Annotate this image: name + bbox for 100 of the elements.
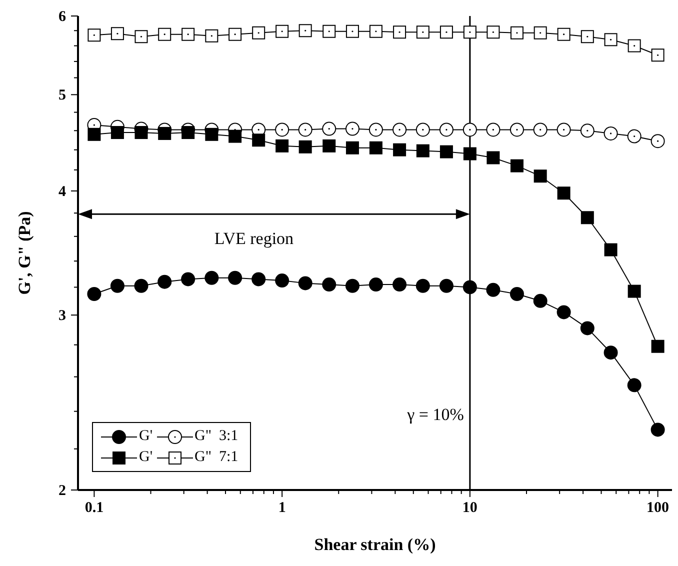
point <box>416 26 430 39</box>
point <box>462 122 477 137</box>
point <box>486 151 500 164</box>
point <box>110 278 124 293</box>
point <box>87 287 102 302</box>
point <box>298 122 312 137</box>
point <box>182 126 195 140</box>
point <box>439 122 454 137</box>
point <box>205 29 218 42</box>
point <box>346 141 359 154</box>
point <box>463 147 476 160</box>
point <box>557 186 570 200</box>
point <box>604 33 618 46</box>
point <box>276 24 289 38</box>
y-tick-label: 4 <box>58 184 66 200</box>
point <box>369 24 382 38</box>
point <box>534 26 547 40</box>
point <box>604 243 618 256</box>
point <box>510 287 524 302</box>
point <box>205 128 218 141</box>
point <box>252 26 266 40</box>
point <box>322 24 336 38</box>
point <box>110 27 124 40</box>
point <box>346 24 359 38</box>
x-tick-label: 0.1 <box>84 500 104 516</box>
point <box>393 143 406 156</box>
point <box>628 39 641 52</box>
point <box>628 284 641 298</box>
point <box>510 122 524 137</box>
point <box>345 122 360 136</box>
point <box>252 134 266 147</box>
point <box>580 124 594 138</box>
point <box>463 26 476 39</box>
point <box>322 278 336 292</box>
x-axis-title: Shear strain (%) <box>314 535 436 554</box>
point <box>110 126 124 140</box>
point <box>650 134 665 148</box>
point <box>580 30 594 44</box>
point <box>134 278 148 293</box>
point <box>580 321 594 336</box>
point <box>392 122 407 137</box>
point <box>627 378 642 392</box>
point <box>368 122 383 137</box>
legend-label: G' <box>139 449 153 466</box>
point <box>275 122 290 137</box>
legend-label: G" 7:1 <box>194 449 238 466</box>
point <box>651 340 664 353</box>
point <box>462 280 477 294</box>
point <box>275 274 290 288</box>
point <box>298 140 312 154</box>
point <box>556 122 571 137</box>
point <box>534 170 547 183</box>
point <box>533 122 548 137</box>
point <box>298 276 312 290</box>
point <box>134 30 148 44</box>
point <box>88 28 101 42</box>
point <box>416 278 430 293</box>
point <box>416 144 430 158</box>
legend-label: G' <box>139 428 153 445</box>
point <box>88 128 101 141</box>
point <box>510 26 524 40</box>
point <box>604 126 618 140</box>
legend-label: G" 3:1 <box>194 428 238 445</box>
point <box>322 139 336 152</box>
y-axis-title: G', G" (Pa) <box>15 211 34 295</box>
point <box>486 26 500 39</box>
point <box>182 28 195 41</box>
point <box>650 422 665 437</box>
point <box>533 294 548 308</box>
point <box>580 211 594 224</box>
point <box>322 122 336 136</box>
point <box>486 122 500 137</box>
point <box>416 122 430 137</box>
point <box>627 129 642 144</box>
x-tick-label: 100 <box>646 500 670 516</box>
x-tick-label: 10 <box>462 500 478 516</box>
point <box>158 126 172 140</box>
point <box>604 346 618 360</box>
point <box>228 28 242 41</box>
y-tick-label: 2 <box>58 483 66 499</box>
point <box>556 305 571 320</box>
point <box>252 272 266 286</box>
y-tick-label: 6 <box>58 9 66 25</box>
point <box>298 24 312 38</box>
ref-line-label: γ = 10% <box>406 405 464 424</box>
point <box>158 274 172 289</box>
point <box>368 278 383 292</box>
point <box>393 26 406 39</box>
point <box>510 159 524 172</box>
point <box>276 139 289 152</box>
point <box>651 48 664 62</box>
point <box>345 278 360 293</box>
point <box>228 130 242 143</box>
point <box>439 278 454 293</box>
point <box>392 278 407 292</box>
point <box>181 272 196 286</box>
point <box>440 145 453 158</box>
point <box>369 141 382 154</box>
annotation: LVE region <box>214 229 294 248</box>
y-tick-label: 3 <box>58 308 66 324</box>
